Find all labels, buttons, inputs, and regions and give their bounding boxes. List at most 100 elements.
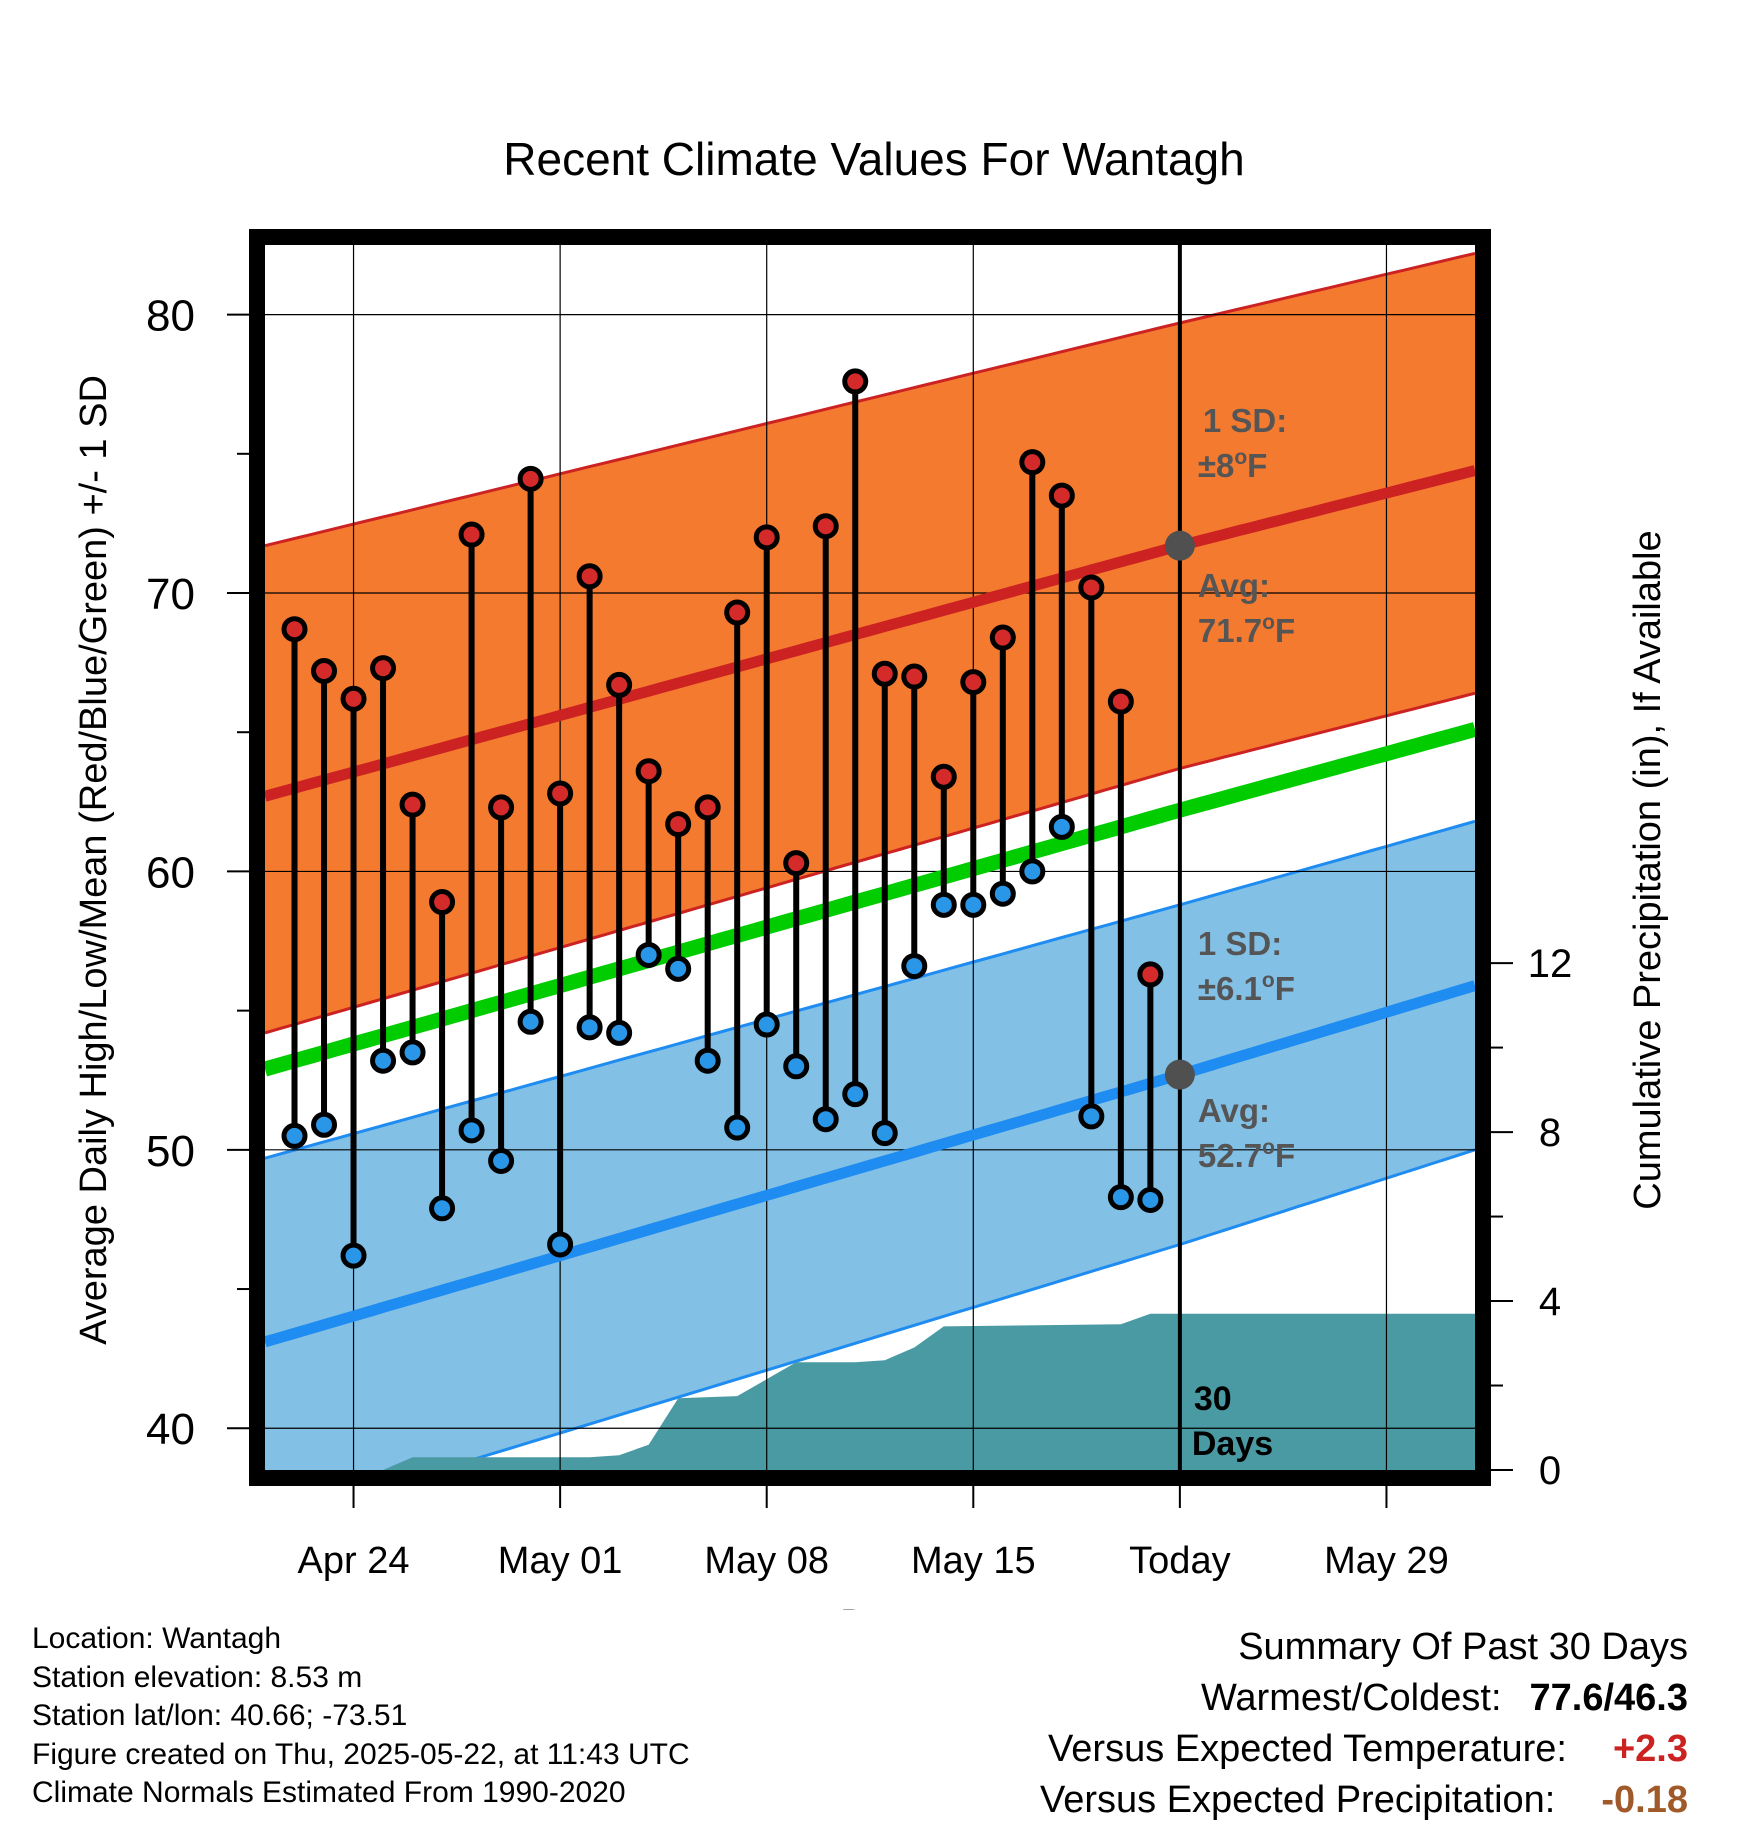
high-point xyxy=(989,624,1016,651)
high-lower-line xyxy=(265,691,1475,1035)
climate-chart: 1 SD: ±8oF Avg: 71.7oF 1 SD: ±6.1oF Avg: 52.7oF… xyxy=(73,133,1669,1610)
low-point xyxy=(871,1120,898,1147)
summary-heading: Summary Of Past 30 Days xyxy=(1238,1626,1688,1668)
low-point xyxy=(960,891,987,918)
high-point xyxy=(1078,574,1105,601)
high-sd-label: 1 SD: xyxy=(1203,402,1287,439)
location-text: Location: Wantagh xyxy=(32,1622,282,1655)
high-point xyxy=(635,758,662,785)
y-tick-label: 50 xyxy=(146,1127,195,1176)
low-point xyxy=(576,1014,603,1041)
high-point xyxy=(812,513,839,540)
y-tick-label: 80 xyxy=(146,292,195,341)
y-tick-label: 70 xyxy=(146,570,195,619)
low-avg-line xyxy=(265,980,1475,1348)
y-right-axis-title: Cumulative Precipitation (in), If Availa… xyxy=(1627,530,1669,1209)
mean-avg-line xyxy=(265,722,1475,1077)
low-point xyxy=(1137,1186,1164,1213)
y-right-tick-label: 12 xyxy=(1528,942,1573,986)
low-point xyxy=(635,941,662,968)
low-point xyxy=(429,1195,456,1222)
high-avg-marker xyxy=(1164,530,1195,561)
high-point xyxy=(340,685,367,712)
high-upper-line xyxy=(265,251,1475,548)
low-point xyxy=(812,1106,839,1133)
created-text: Figure created on Thu, 2025-05-22, at 11… xyxy=(32,1737,690,1771)
low-point xyxy=(783,1053,810,1080)
low-avg-marker xyxy=(1164,1059,1195,1090)
low-point xyxy=(753,1011,780,1038)
high-point xyxy=(871,660,898,687)
low-point xyxy=(517,1008,544,1035)
high-point xyxy=(311,657,338,684)
high-point xyxy=(458,521,485,548)
low-point xyxy=(399,1039,426,1066)
temp-diff-label: Versus Expected Temperature: xyxy=(1048,1728,1567,1770)
high-avg-line xyxy=(265,465,1475,802)
latlon-text: Station lat/lon: 40.66; -73.51 xyxy=(32,1699,408,1732)
precip-diff-value: -0.18 xyxy=(1601,1779,1688,1821)
summary-temperature: Versus Expected Temperature: +2.3 xyxy=(1040,1724,1688,1775)
high-point xyxy=(517,465,544,492)
high-point xyxy=(1137,961,1164,988)
high-point xyxy=(1019,449,1046,476)
low-sd-value: ±6.1oF xyxy=(1198,969,1295,1007)
x-tick-label: May 29 xyxy=(1324,1540,1449,1582)
x-tick-label: Today xyxy=(1129,1540,1230,1582)
low-point xyxy=(340,1242,367,1269)
x-tick-label: May 15 xyxy=(911,1540,1036,1582)
high-point xyxy=(547,780,574,807)
high-point xyxy=(281,616,308,643)
x-tick-label: Apr 24 xyxy=(298,1540,410,1582)
high-point xyxy=(753,524,780,551)
low-point xyxy=(694,1047,721,1074)
y-right-tick-label: 8 xyxy=(1539,1111,1561,1155)
y-right-tick-label: 0 xyxy=(1539,1449,1561,1493)
days-count-label: 30 xyxy=(1194,1380,1232,1418)
plot-frame xyxy=(249,229,1491,1486)
x-axis-title: Day xyxy=(840,1603,908,1610)
high-point xyxy=(399,791,426,818)
low-sd-label: 1 SD: xyxy=(1198,925,1282,962)
summary-warmest-coldest: Warmest/Coldest: 77.6/46.3 xyxy=(1040,1673,1688,1724)
high-point xyxy=(930,763,957,790)
high-sd-band xyxy=(265,253,1475,1033)
summary-precipitation: Versus Expected Precipitation: -0.18 xyxy=(1040,1775,1688,1826)
high-point xyxy=(842,368,869,395)
low-upper-line xyxy=(265,819,1475,1160)
low-point xyxy=(724,1114,751,1141)
high-point xyxy=(370,655,397,682)
low-point xyxy=(311,1111,338,1138)
plot-area: 1 SD: ±8oF Avg: 71.7oF 1 SD: ±6.1oF Avg: 52.7oF… xyxy=(265,245,1475,1470)
y-right-tick-label: 4 xyxy=(1539,1280,1561,1324)
high-point xyxy=(694,794,721,821)
low-point xyxy=(1019,858,1046,885)
high-avg-value: 71.7oF xyxy=(1198,611,1295,649)
low-point xyxy=(606,1019,633,1046)
low-point xyxy=(488,1147,515,1174)
high-point xyxy=(783,850,810,877)
low-sd-band xyxy=(265,821,1475,1470)
high-sd-value: ±8oF xyxy=(1198,446,1267,484)
high-point xyxy=(901,663,928,690)
low-point xyxy=(665,955,692,982)
chart-title: Recent Climate Values For Wantagh xyxy=(503,133,1244,185)
high-point xyxy=(724,599,751,626)
summary-panel: Summary Of Past 30 Days Warmest/Coldest:… xyxy=(1040,1622,1688,1826)
low-point xyxy=(842,1081,869,1108)
high-avg-label: Avg: xyxy=(1198,567,1270,604)
high-point xyxy=(576,563,603,590)
warmest-coldest-label: Warmest/Coldest: xyxy=(1200,1677,1502,1719)
low-point xyxy=(281,1122,308,1149)
temp-diff-value: +2.3 xyxy=(1612,1728,1688,1770)
y-tick-label: 40 xyxy=(146,1405,195,1454)
low-point xyxy=(989,880,1016,907)
days-word-label: Days xyxy=(1192,1425,1273,1463)
high-point xyxy=(606,671,633,698)
elevation-text: Station elevation: 8.53 m xyxy=(32,1660,363,1694)
high-point xyxy=(1048,482,1075,509)
high-point xyxy=(960,669,987,696)
high-point xyxy=(665,811,692,838)
high-point xyxy=(488,794,515,821)
low-avg-value: 52.7oF xyxy=(1198,1136,1295,1174)
